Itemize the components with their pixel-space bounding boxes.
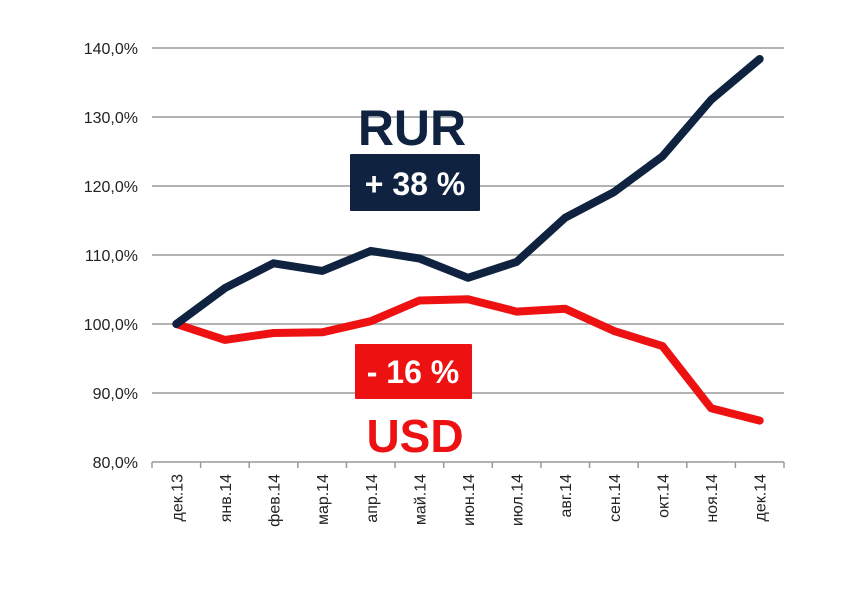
y-tick-label: 90,0% (93, 386, 138, 403)
y-tick-label: 110,0% (85, 248, 138, 265)
gridlines (152, 47, 784, 394)
x-tick-label: дек.13 (169, 474, 186, 522)
y-tick-label: 130,0% (84, 110, 138, 127)
x-tick-label: авг.14 (558, 474, 575, 518)
usd-change-box (355, 344, 472, 399)
x-tick-label: янв.14 (218, 474, 235, 522)
y-tick-label: 100,0% (84, 317, 138, 334)
rur-title-label: RUR (358, 100, 466, 156)
y-axis-ticks: 80,0% 90,0% 100,0% 110,0% 120,0% 130,0% 140,0% (84, 41, 138, 472)
y-tick-label: 80,0% (93, 455, 138, 472)
x-tick-label: июл.14 (510, 474, 527, 526)
x-tick-label: ноя.14 (704, 474, 721, 523)
series-line-rur (172, 55, 764, 328)
x-tick-label: мар.14 (315, 474, 332, 525)
series-line-usd (172, 295, 764, 425)
x-axis-ticks: дек.13 янв.14 фев.14 мар.14 апр.14 май.14 июн.… (151, 462, 785, 527)
usd-title-label: USD (366, 410, 463, 462)
x-tick-label: сен.14 (607, 474, 624, 522)
x-tick-label: май.14 (412, 474, 429, 525)
y-tick-label: 120,0% (84, 179, 138, 196)
x-tick-label: апр.14 (364, 474, 381, 523)
x-tick-label: окт.14 (655, 474, 672, 518)
series-lines (172, 55, 764, 425)
x-tick-label: дек.14 (753, 474, 770, 522)
y-tick-label: 140,0% (84, 41, 138, 58)
x-tick-label: июн.14 (461, 474, 478, 526)
usd-change-label: - 16 % (367, 354, 459, 390)
rur-change-box (350, 154, 480, 211)
rur-change-label: + 38 % (365, 166, 466, 202)
x-tick-label: фев.14 (267, 474, 284, 527)
